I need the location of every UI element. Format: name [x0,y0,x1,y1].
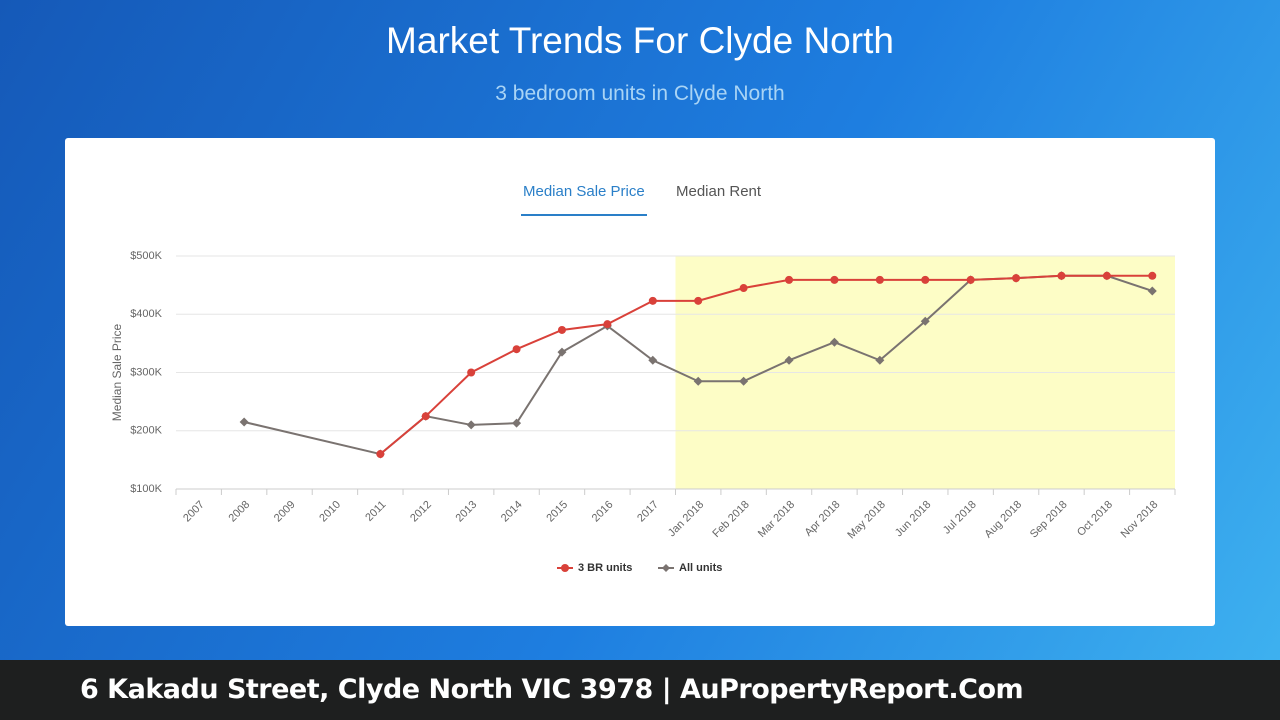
footer: 6 Kakadu Street, Clyde North VIC 3978 | … [0,660,1280,720]
tab[interactable]: Median Sale Price [521,183,647,216]
page-title: Market Trends For Clyde North [386,20,894,61]
page-subtitle: 3 bedroom units in Clyde North [495,82,785,105]
tab[interactable]: Median Rent [676,183,762,200]
chart-card: Median Sale Price Median Rent [65,138,1215,626]
footer-text: 6 Kakadu Street, Clyde North VIC 3978 | … [80,674,1024,705]
